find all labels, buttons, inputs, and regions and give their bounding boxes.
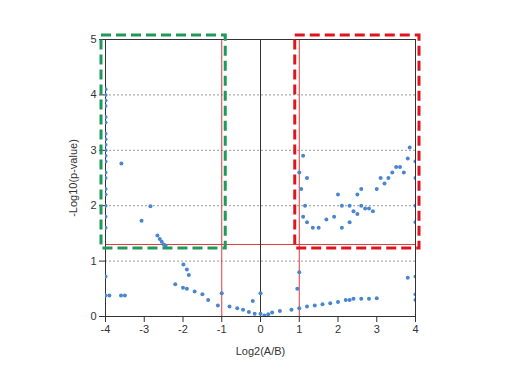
svg-text:1: 1	[296, 323, 302, 335]
svg-text:0: 0	[257, 323, 263, 335]
svg-text:3: 3	[90, 144, 96, 156]
svg-text:1: 1	[90, 255, 96, 267]
svg-text:-4: -4	[101, 323, 111, 335]
svg-text:-3: -3	[139, 323, 149, 335]
svg-text:3: 3	[374, 323, 380, 335]
svg-text:4: 4	[412, 323, 418, 335]
svg-text:Log2(A/B): Log2(A/B)	[236, 345, 286, 357]
svg-text:4: 4	[90, 88, 96, 100]
svg-text:5: 5	[90, 33, 96, 45]
svg-text:2: 2	[90, 199, 96, 211]
svg-text:-2: -2	[178, 323, 188, 335]
svg-text:-Log10(p-value): -Log10(p-value)	[67, 139, 79, 217]
svg-text:0: 0	[90, 310, 96, 322]
svg-text:2: 2	[335, 323, 341, 335]
svg-text:-1: -1	[217, 323, 227, 335]
